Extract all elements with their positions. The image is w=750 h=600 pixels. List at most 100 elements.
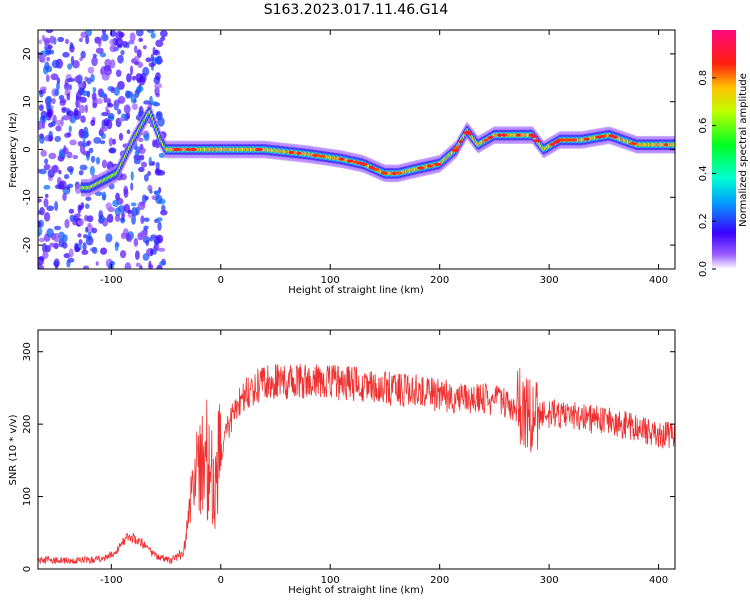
spectrogram-noise-cell — [123, 203, 131, 213]
spectrogram-peak — [185, 148, 191, 151]
spectrogram-noise-cell — [82, 242, 87, 251]
spectrogram-noise-cell — [72, 60, 80, 69]
colorbar-tick-label: 0.0 — [698, 261, 709, 277]
spectrogram-noise-cell — [49, 242, 56, 248]
spectrogram-noise-cell — [44, 158, 49, 165]
spectrogram-noise-cell — [95, 156, 101, 165]
spectrogram-core — [672, 142, 675, 147]
spectrogram-noise-cell — [68, 248, 74, 258]
spectrogram-noise-cell — [135, 262, 141, 267]
snr-y-label: SNR (10 * v/v) — [8, 414, 19, 485]
spectrogram-peak — [553, 140, 561, 144]
spectrogram-noise-cell — [138, 166, 145, 173]
spectrogram-noise-cell — [79, 164, 88, 171]
colorbar-gradient — [712, 30, 736, 269]
x-tick-label: 300 — [540, 275, 559, 286]
spectrogram-noise-cell — [148, 62, 155, 68]
spectrogram-noise-cell — [154, 190, 161, 196]
spectrogram-noise-cell — [121, 211, 125, 220]
snr-series-line — [38, 363, 675, 565]
y-tick-label: 0 — [22, 566, 33, 572]
spectrogram-noise-cell — [52, 232, 61, 243]
spectrogram-noise-cell — [84, 203, 90, 209]
spectrogram-noise-cell — [100, 68, 104, 76]
spectrogram-axes-frame — [37, 29, 676, 270]
colorbar-ticks: 0.0 0.2 0.4 0.6 0.8 — [698, 70, 716, 277]
y-tick-label: 10 — [22, 95, 33, 108]
x-tick-label: 400 — [649, 575, 668, 586]
spectrogram-peak — [629, 142, 638, 146]
spectrogram-noise-cell — [55, 125, 62, 132]
spectrogram-noise-cell — [63, 82, 70, 91]
spectrogram-peak — [595, 135, 602, 139]
colorbar-tick-label: 0.8 — [698, 70, 709, 86]
spectrogram-noise-cell — [56, 77, 61, 84]
spectrogram-noise-cell — [137, 147, 146, 155]
spectrogram-noise-cell — [100, 33, 109, 42]
spectrogram-noise-cell — [80, 50, 86, 59]
spectrogram-peak — [664, 143, 669, 147]
figure-title: S163.2023.017.11.46.G14 — [264, 2, 449, 18]
spectrogram-noise-cell — [84, 104, 88, 114]
x-tick-label: 0 — [218, 575, 224, 586]
spectrogram-noise-cell — [67, 257, 75, 263]
spectrogram-noise-cell — [148, 260, 152, 268]
spectrogram-noise-cell — [109, 260, 115, 266]
spectrogram-noise-cell — [38, 220, 41, 228]
x-tick-label: 100 — [321, 575, 340, 586]
y-tick-label: -20 — [22, 237, 33, 253]
spectrogram-noise-cell — [125, 232, 130, 241]
spectrogram-noise-cell — [117, 205, 126, 213]
spectrogram-noise-cell — [66, 151, 73, 159]
spectrogram-x-ticks: -100 0 100 200 300 400 — [100, 30, 668, 286]
spectrogram-noise-cell — [100, 247, 108, 255]
spectrogram-noise-cell — [106, 103, 114, 108]
spectrogram-noise-cell — [91, 227, 98, 234]
spectrogram-noise-cell — [59, 100, 66, 106]
spectrogram-noise-cell — [124, 90, 131, 99]
spectrogram-peak — [296, 151, 302, 155]
colorbar-tick-label: 0.4 — [698, 165, 709, 181]
spectrogram-noise-cell — [54, 89, 60, 96]
spectrogram-noise-cell — [72, 154, 79, 160]
spectrogram-noise-cell — [90, 155, 96, 163]
spectrogram-noise-cell — [62, 114, 70, 121]
spectrogram-noise-cell — [47, 44, 53, 50]
spectrogram-noise-cell — [38, 198, 42, 203]
spectrogram-noise-cell — [80, 31, 88, 38]
spectrogram-noise-cell — [66, 110, 74, 117]
spectrogram-noise-cell — [160, 209, 168, 216]
spectrogram-noise-cell — [66, 92, 71, 101]
spectrogram-noise-cell — [59, 180, 67, 190]
spectrogram-noise-cell — [157, 170, 166, 176]
spectrogram-peak — [426, 164, 433, 168]
spectrogram-noise-cell — [148, 156, 152, 166]
spectrogram-noise-cell — [39, 168, 47, 175]
spectrogram-noise-cell — [134, 45, 138, 54]
spectrogram-peak — [338, 157, 345, 161]
spectrogram-noise-cell — [101, 191, 107, 201]
spectrogram-peak — [569, 138, 577, 142]
spectrogram-noise-cell — [38, 237, 46, 243]
spectrogram-noise-cell — [44, 193, 49, 199]
spectrogram-noise-cell — [133, 158, 141, 165]
spectrogram-noise-cell — [51, 165, 59, 172]
spectrogram-noise-cell — [136, 85, 144, 92]
spectrogram-noise-cell — [133, 237, 139, 247]
spectrogram-noise-cell — [135, 73, 143, 82]
spectrogram-noise-cell — [81, 249, 89, 255]
spectrogram-noise-cell — [108, 148, 116, 153]
spectrogram-noise-cell — [86, 140, 92, 146]
spectrogram-noise-cell — [161, 204, 166, 212]
x-tick-label: -100 — [100, 275, 123, 286]
spectrogram-noise-cell — [47, 105, 52, 111]
spectrogram-noise-cell — [82, 234, 89, 239]
spectrogram-noise-cell — [115, 69, 122, 77]
spectrogram-noise-cell — [147, 170, 151, 176]
spectrogram-noise-cell — [43, 163, 51, 171]
spectrogram-noise-cell — [160, 30, 168, 38]
spectrogram-noise-cell — [62, 51, 70, 58]
spectrogram-noise-cell — [58, 169, 62, 175]
spectrogram-noise-cell — [134, 250, 140, 261]
spectrogram-noise-cell — [64, 218, 70, 229]
